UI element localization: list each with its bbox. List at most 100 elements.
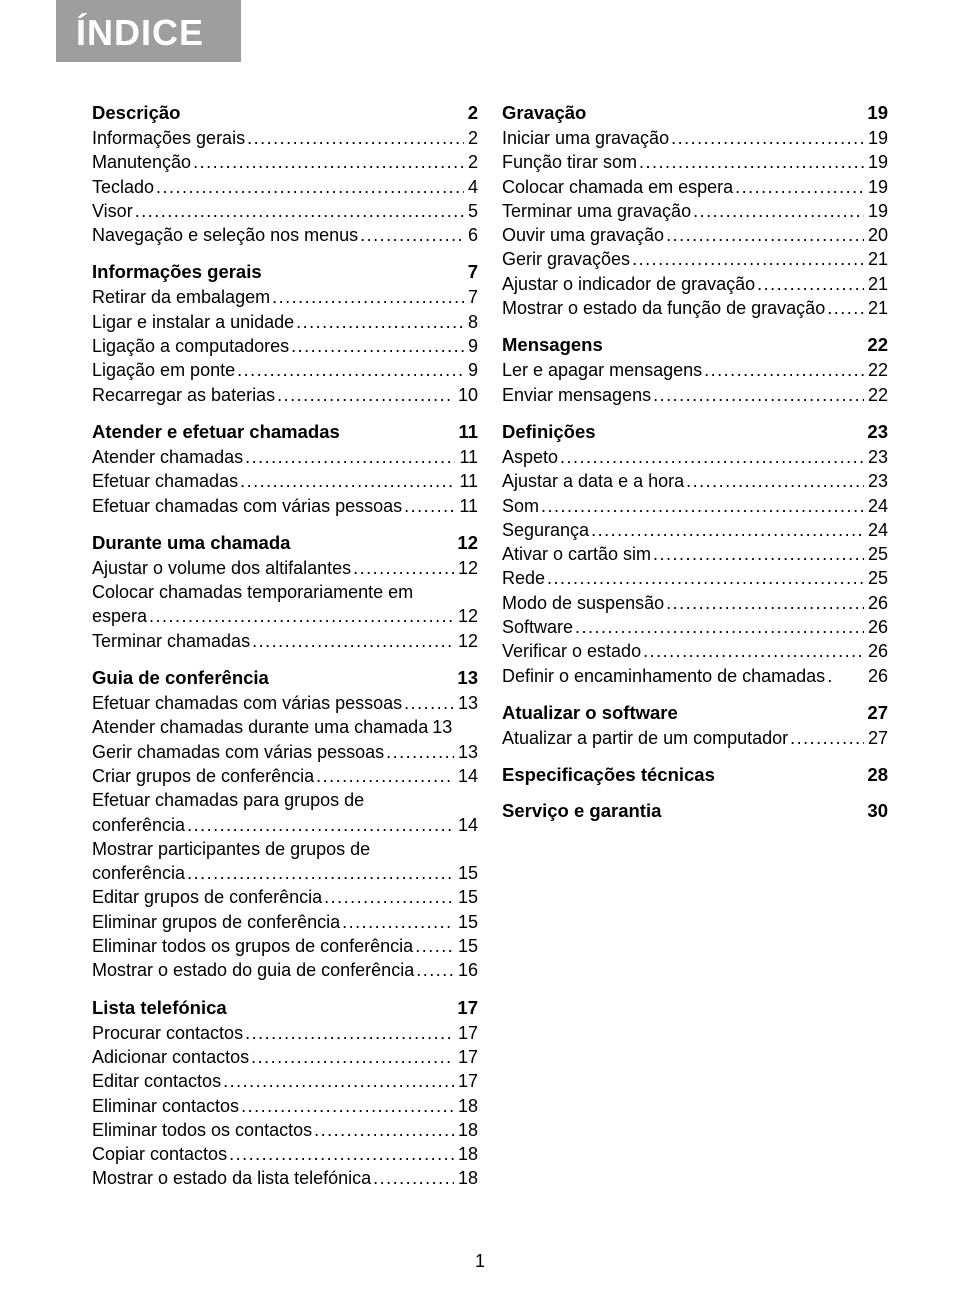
toc-leader: ........................................… (664, 223, 864, 247)
toc-entry-page: 17 (454, 1069, 478, 1093)
toc-entry: Ouvir uma gravação......................… (502, 223, 888, 247)
toc-leader: ........................................… (250, 629, 454, 653)
toc-entry-label: Editar grupos de conferência (92, 885, 322, 909)
toc-entry-page: 14 (454, 813, 478, 837)
toc-entry-label: Criar grupos de conferência (92, 764, 314, 788)
toc-section-page: 19 (861, 102, 888, 124)
toc-entry-label: Ligação em ponte (92, 358, 235, 382)
toc-leader: ........................................… (413, 934, 454, 958)
toc-leader: ........................................… (185, 861, 454, 885)
toc-entry-page: 27 (864, 726, 888, 750)
toc-entry: Visor...................................… (92, 199, 478, 223)
toc-entry-page: 2 (464, 150, 478, 174)
toc-entry-label: Gerir chamadas com várias pessoas (92, 740, 384, 764)
toc-leader: ........................................… (191, 150, 464, 174)
toc-entry-label: Eliminar grupos de conferência (92, 910, 340, 934)
toc-entry-label-tail: conferência (92, 813, 185, 837)
toc-leader: ........................................… (637, 150, 864, 174)
toc-entry: Efetuar chamadas com várias pessoas.....… (92, 691, 478, 715)
toc-leader: ........................................… (351, 556, 454, 580)
toc-leader: ........................................… (702, 358, 864, 382)
toc-section-heading: Serviço e garantia30 (502, 800, 888, 822)
toc-entry-page: 17 (454, 1045, 478, 1069)
toc-leader: ........................................… (154, 175, 464, 199)
toc-section-page: 13 (451, 667, 478, 689)
toc-leader: ........................................… (630, 247, 864, 271)
toc-leader: ........................................… (245, 126, 464, 150)
toc-entry-page: 13 (454, 691, 478, 715)
toc-entry: Ligação em ponte........................… (92, 358, 478, 382)
toc-entry: Ajustar a data e a hora.................… (502, 469, 888, 493)
toc-entry: Ativar o cartão sim.....................… (502, 542, 888, 566)
toc-entry: Gerir gravações.........................… (502, 247, 888, 271)
toc-leader: ........................................… (558, 445, 864, 469)
toc-section-heading: Atualizar o software27 (502, 702, 888, 724)
toc-entry: Ajustar o indicador de gravação.........… (502, 272, 888, 296)
toc-entry-label: Terminar chamadas (92, 629, 250, 653)
toc-column-right: Gravação19Iniciar uma gravação..........… (502, 102, 888, 1191)
toc-entry-page: 2 (464, 126, 478, 150)
toc-entry: Colocar chamada em espera...............… (502, 175, 888, 199)
toc-leader: ........................................… (684, 469, 864, 493)
toc-leader: ........................................… (312, 1118, 454, 1142)
toc-entry-page: 26 (864, 615, 888, 639)
toc-section-label: Descrição (92, 102, 180, 124)
toc-entry: Eliminar contactos......................… (92, 1094, 478, 1118)
toc-entry: Navegação e seleção nos menus...........… (92, 223, 478, 247)
toc-leader: ........................................… (691, 199, 864, 223)
toc-entry-page: 4 (464, 175, 478, 199)
toc-entry-label: Enviar mensagens (502, 383, 651, 407)
toc-section-heading: Gravação19 (502, 102, 888, 124)
toc-entry-page: 26 (864, 639, 888, 663)
toc-entry-page: 8 (464, 310, 478, 334)
toc-entry: Modo de suspensão.......................… (502, 591, 888, 615)
toc-leader: ........................................… (825, 296, 864, 320)
toc-entry: Rede....................................… (502, 566, 888, 590)
toc-entry: Editar contactos........................… (92, 1069, 478, 1093)
toc-entry-page: 18 (454, 1166, 478, 1190)
toc-entry-page: 5 (464, 199, 478, 223)
toc-entry: Ajustar o volume dos altifalantes.......… (92, 556, 478, 580)
toc-column-left: Descrição2Informações gerais............… (92, 102, 478, 1191)
toc-entry: Mostrar o estado da lista telefónica....… (92, 1166, 478, 1190)
toc-entry-page: 7 (464, 285, 478, 309)
toc-entry: Função tirar som........................… (502, 150, 888, 174)
toc-leader: ........................................… (147, 604, 454, 628)
toc-entry-page: 11 (455, 494, 478, 518)
toc-entry-page: 25 (864, 566, 888, 590)
toc-entry-label: Colocar chamada em espera (502, 175, 733, 199)
toc-leader: ........................................… (275, 383, 454, 407)
toc-leader: ........................................… (133, 199, 464, 223)
toc-entry: Gerir chamadas com várias pessoas.......… (92, 740, 478, 764)
toc-entry-label: Ligação a computadores (92, 334, 289, 358)
toc-entry-page: 10 (454, 383, 478, 407)
toc-entry: Efetuar chamadas........................… (92, 469, 478, 493)
toc-entry-label: Modo de suspensão (502, 591, 664, 615)
toc-entry-label: Procurar contactos (92, 1021, 243, 1045)
toc-leader: ........................................… (221, 1069, 454, 1093)
toc-leader: ........................................… (314, 764, 454, 788)
toc-leader: ........................................… (384, 740, 454, 764)
toc-entry-page: 19 (864, 150, 888, 174)
toc-entry-page: 22 (864, 358, 888, 382)
toc-entry-label: Ajustar a data e a hora (502, 469, 684, 493)
toc-leader: ........................................… (788, 726, 864, 750)
toc-entry: Verificar o estado......................… (502, 639, 888, 663)
toc-entry-label: Adicionar contactos (92, 1045, 249, 1069)
toc-entry: Eliminar grupos de conferência..........… (92, 910, 478, 934)
toc-entry-label: Colocar chamadas temporariamente em (92, 580, 478, 604)
toc-section-heading: Lista telefónica17 (92, 997, 478, 1019)
toc-entry-page: 11 (455, 445, 478, 469)
toc-entry-page: 19 (864, 199, 888, 223)
toc-entry-page: 18 (454, 1118, 478, 1142)
toc-section-page: 30 (861, 800, 888, 822)
toc-entry-label: Rede (502, 566, 545, 590)
toc-entry-page: 20 (864, 223, 888, 247)
toc-entry-label: Ativar o cartão sim (502, 542, 651, 566)
toc-entry-page: 9 (464, 334, 478, 358)
toc-entry-page: 26 (864, 664, 888, 688)
document-title: ÍNDICE (56, 0, 241, 62)
toc-entry-label: Atender chamadas (92, 445, 243, 469)
toc-entry-label: Terminar uma gravação (502, 199, 691, 223)
toc-section-heading: Atender e efetuar chamadas11 (92, 421, 478, 443)
